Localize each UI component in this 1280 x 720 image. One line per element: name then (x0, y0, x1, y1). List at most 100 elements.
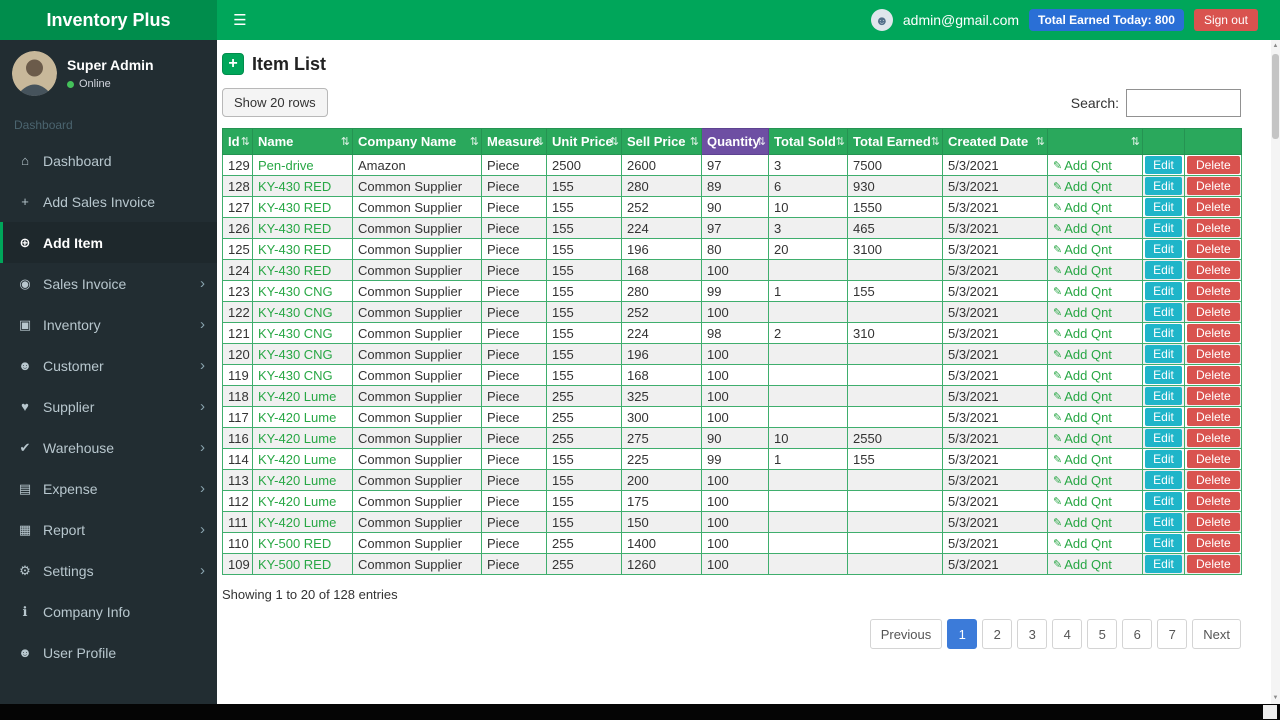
column-header-unit_price[interactable]: Unit Price ⇅ (546, 128, 622, 155)
delete-button[interactable]: Delete (1187, 261, 1240, 279)
edit-button[interactable]: Edit (1145, 345, 1182, 363)
item-name-link[interactable]: KY-420 Lume (258, 514, 337, 530)
column-header-measure[interactable]: Measure ⇅ (481, 128, 547, 155)
edit-button[interactable]: Edit (1145, 387, 1182, 405)
delete-button[interactable]: Delete (1187, 219, 1240, 237)
item-name-link[interactable]: KY-430 RED (258, 199, 332, 215)
add-qnt-link[interactable]: ✎ Add Qnt (1053, 410, 1112, 425)
item-name-link[interactable]: KY-430 RED (258, 178, 332, 194)
item-name-link[interactable]: KY-500 RED (258, 556, 332, 572)
sidebar-item-settings[interactable]: ⚙ Settings › (0, 550, 217, 591)
item-name-link[interactable]: KY-420 Lume (258, 388, 337, 404)
delete-button[interactable]: Delete (1187, 282, 1240, 300)
item-name-link[interactable]: KY-430 CNG (258, 346, 333, 362)
edit-button[interactable]: Edit (1145, 324, 1182, 342)
add-qnt-link[interactable]: ✎ Add Qnt (1053, 263, 1112, 278)
edit-button[interactable]: Edit (1145, 177, 1182, 195)
delete-button[interactable]: Delete (1187, 555, 1240, 573)
column-header-name[interactable]: Name ⇅ (252, 128, 353, 155)
delete-button[interactable]: Delete (1187, 450, 1240, 468)
vertical-scrollbar[interactable]: ▲ ▼ (1271, 40, 1280, 704)
sidebar-item-inventory[interactable]: ▣ Inventory › (0, 304, 217, 345)
page-button-2[interactable]: 2 (982, 619, 1013, 649)
add-qnt-link[interactable]: ✎ Add Qnt (1053, 536, 1112, 551)
edit-button[interactable]: Edit (1145, 408, 1182, 426)
edit-button[interactable]: Edit (1145, 261, 1182, 279)
delete-button[interactable]: Delete (1187, 387, 1240, 405)
item-name-link[interactable]: KY-420 Lume (258, 493, 337, 509)
sidebar-item-warehouse[interactable]: ✔ Warehouse › (0, 427, 217, 468)
page-button-4[interactable]: 4 (1052, 619, 1083, 649)
delete-button[interactable]: Delete (1187, 366, 1240, 384)
previous-page-button[interactable]: Previous (869, 619, 943, 649)
add-qnt-link[interactable]: ✎ Add Qnt (1053, 494, 1112, 509)
edit-button[interactable]: Edit (1145, 492, 1182, 510)
edit-button[interactable]: Edit (1145, 156, 1182, 174)
column-header-created[interactable]: Created Date ⇅ (942, 128, 1048, 155)
item-name-link[interactable]: Pen-drive (258, 157, 314, 173)
item-name-link[interactable]: KY-430 RED (258, 220, 332, 236)
item-name-link[interactable]: KY-430 CNG (258, 304, 333, 320)
scroll-down-icon[interactable]: ▼ (1272, 695, 1279, 701)
add-qnt-link[interactable]: ✎ Add Qnt (1053, 452, 1112, 467)
add-qnt-link[interactable]: ✎ Add Qnt (1053, 368, 1112, 383)
add-item-plus-icon[interactable]: + (222, 53, 244, 75)
signout-button[interactable]: Sign out (1193, 9, 1258, 31)
sidebar-item-customer[interactable]: ☻ Customer › (0, 345, 217, 386)
add-qnt-link[interactable]: ✎ Add Qnt (1053, 473, 1112, 488)
item-name-link[interactable]: KY-420 Lume (258, 409, 337, 425)
edit-button[interactable]: Edit (1145, 219, 1182, 237)
edit-button[interactable]: Edit (1145, 534, 1182, 552)
edit-button[interactable]: Edit (1145, 240, 1182, 258)
add-qnt-link[interactable]: ✎ Add Qnt (1053, 158, 1112, 173)
add-qnt-link[interactable]: ✎ Add Qnt (1053, 284, 1112, 299)
add-qnt-link[interactable]: ✎ Add Qnt (1053, 326, 1112, 341)
add-qnt-link[interactable]: ✎ Add Qnt (1053, 305, 1112, 320)
edit-button[interactable]: Edit (1145, 198, 1182, 216)
add-qnt-link[interactable]: ✎ Add Qnt (1053, 515, 1112, 530)
page-button-3[interactable]: 3 (1017, 619, 1048, 649)
column-header-id[interactable]: Id ⇅ (222, 128, 253, 155)
delete-button[interactable]: Delete (1187, 177, 1240, 195)
edit-button[interactable]: Edit (1145, 366, 1182, 384)
sidebar-item-sales-invoice[interactable]: ◉ Sales Invoice › (0, 263, 217, 304)
item-name-link[interactable]: KY-430 CNG (258, 325, 333, 341)
page-button-5[interactable]: 5 (1087, 619, 1118, 649)
add-qnt-link[interactable]: ✎ Add Qnt (1053, 431, 1112, 446)
sidebar-item-user-profile[interactable]: ☻ User Profile (0, 632, 217, 673)
item-name-link[interactable]: KY-430 RED (258, 262, 332, 278)
delete-button[interactable]: Delete (1187, 345, 1240, 363)
delete-button[interactable]: Delete (1187, 534, 1240, 552)
show-rows-button[interactable]: Show 20 rows (222, 88, 328, 117)
edit-button[interactable]: Edit (1145, 471, 1182, 489)
hamburger-menu-icon[interactable]: ☰ (233, 12, 247, 29)
add-qnt-link[interactable]: ✎ Add Qnt (1053, 200, 1112, 215)
item-name-link[interactable]: KY-430 CNG (258, 367, 333, 383)
page-button-1[interactable]: 1 (947, 619, 978, 649)
item-name-link[interactable]: KY-500 RED (258, 535, 332, 551)
edit-button[interactable]: Edit (1145, 513, 1182, 531)
delete-button[interactable]: Delete (1187, 429, 1240, 447)
add-qnt-link[interactable]: ✎ Add Qnt (1053, 179, 1112, 194)
page-button-7[interactable]: 7 (1157, 619, 1188, 649)
edit-button[interactable]: Edit (1145, 429, 1182, 447)
delete-button[interactable]: Delete (1187, 471, 1240, 489)
item-name-link[interactable]: KY-420 Lume (258, 472, 337, 488)
sidebar-item-dashboard[interactable]: ⌂ Dashboard (0, 140, 217, 181)
column-header-total_sold[interactable]: Total Sold ⇅ (768, 128, 848, 155)
scroll-up-icon[interactable]: ▲ (1272, 43, 1279, 49)
edit-button[interactable]: Edit (1145, 450, 1182, 468)
sidebar-item-report[interactable]: ▦ Report › (0, 509, 217, 550)
delete-button[interactable]: Delete (1187, 492, 1240, 510)
column-header-quantity[interactable]: Quantity ⇅ (701, 128, 769, 155)
delete-button[interactable]: Delete (1187, 156, 1240, 174)
sidebar-item-add-item[interactable]: ⊕ Add Item (0, 222, 217, 263)
column-header-add_qnt[interactable]: ⇅ (1047, 128, 1143, 155)
sidebar-item-supplier[interactable]: ♥ Supplier › (0, 386, 217, 427)
item-name-link[interactable]: KY-430 RED (258, 241, 332, 257)
column-header-total_earned[interactable]: Total Earned ⇅ (847, 128, 943, 155)
sidebar-item-expense[interactable]: ▤ Expense › (0, 468, 217, 509)
delete-button[interactable]: Delete (1187, 240, 1240, 258)
edit-button[interactable]: Edit (1145, 303, 1182, 321)
add-qnt-link[interactable]: ✎ Add Qnt (1053, 557, 1112, 572)
